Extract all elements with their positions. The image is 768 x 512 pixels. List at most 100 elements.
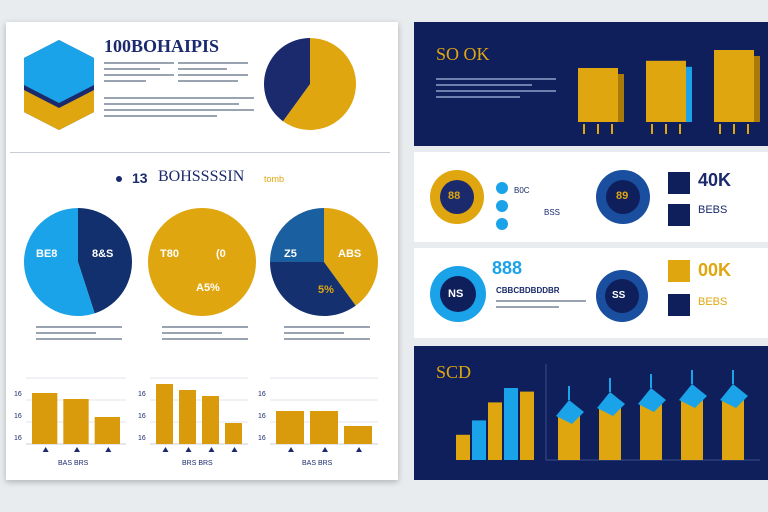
row2-stat2: 00K xyxy=(698,260,732,280)
right-top-bar xyxy=(578,68,618,122)
bar-chart-2-marker xyxy=(185,447,192,452)
pie3-label-b: ABS xyxy=(338,248,362,260)
bar-chart-3-bar xyxy=(310,411,338,444)
bar-chart-3-bar xyxy=(276,411,304,444)
right-bottom-bar xyxy=(599,408,621,460)
row2-circle1-label: NS xyxy=(448,288,464,300)
right-row1-panel: 88 B0C BSS 89 40K BEBS xyxy=(414,152,768,242)
bar-chart-1-marker xyxy=(74,447,80,452)
bar-chart-2-marker xyxy=(231,447,238,452)
bar-chart-2: 16 16 16 xyxy=(138,377,248,452)
bar-chart-2-tick: 16 xyxy=(138,413,146,420)
right-bottom-bar-cap xyxy=(597,392,625,416)
pie1-slice-1 xyxy=(24,208,95,316)
bar-chart-3-marker xyxy=(356,447,362,452)
right-top-bar-side xyxy=(686,66,692,122)
row2-subtitle: CBBCBDBDDBR xyxy=(496,286,560,295)
bar-chart-3-bar xyxy=(344,426,372,444)
pie1-slice-0 xyxy=(78,208,132,314)
right-bottom-bar-cap xyxy=(556,400,584,424)
row1-square-2 xyxy=(668,204,690,226)
pie2-label-a: T80 xyxy=(160,248,179,260)
pie3-label-c: 5% xyxy=(318,284,334,296)
left-infographic-sheet: 100BOHAIPIS 13 BOHSSSSIN tomb BE8 8&S T8… xyxy=(6,22,398,480)
bar-chart-1-caption: BAS BRS xyxy=(58,460,89,467)
bullet-dot xyxy=(116,176,122,182)
right-bottom-left-bar xyxy=(504,388,518,460)
right-top-bar xyxy=(646,60,686,122)
right-bottom-left-bar xyxy=(472,420,486,460)
right-bottom-left-bar xyxy=(488,402,502,460)
row2-stat: 888 xyxy=(492,258,523,278)
pie-chart-3 xyxy=(270,208,378,316)
pie2-label-b: (0 xyxy=(216,248,226,260)
header-text-block-2 xyxy=(178,62,248,86)
bar-chart-2-tick: 16 xyxy=(138,391,146,398)
right-top-title: SO OK xyxy=(436,44,490,64)
section-number: 13 xyxy=(132,170,148,186)
row1-legend-dot-1 xyxy=(496,182,508,194)
bar-chart-1-bar xyxy=(63,399,89,444)
pie2-caption xyxy=(162,326,248,344)
right-bottom-left-bar xyxy=(456,434,470,460)
bar-chart-3-caption: BAS BRS xyxy=(302,460,333,467)
bar-chart-1-bar xyxy=(32,393,58,444)
header-pie-chart xyxy=(264,38,356,130)
pie3-caption xyxy=(284,326,370,344)
header-text-block xyxy=(104,62,174,86)
bar-chart-2-marker xyxy=(208,447,215,452)
right-top-bar-side xyxy=(618,74,624,122)
right-bottom-bar-cap xyxy=(638,388,666,412)
bar-chart-1-tick: 16 xyxy=(14,435,22,442)
right-top-text xyxy=(436,78,556,102)
row1-stat: 40K xyxy=(698,170,732,190)
right-bottom-title: SCD xyxy=(436,362,472,382)
right-top-panel: SO OK xyxy=(414,22,768,146)
pie1-caption xyxy=(36,326,122,344)
bar-chart-3-tick: 16 xyxy=(258,391,266,398)
bar-chart-3: 16 16 16 xyxy=(258,377,378,452)
pie-chart-2 xyxy=(148,208,256,316)
pie3-slice-2 xyxy=(270,208,324,262)
bar-chart-3-marker xyxy=(322,447,328,452)
bar-chart-3-marker xyxy=(288,447,294,452)
pie2-slice-0 xyxy=(148,208,256,316)
row1-circle-navy-inner xyxy=(606,180,640,214)
bar-chart-1-marker xyxy=(105,447,112,452)
right-bottom-bar xyxy=(558,416,580,460)
bar-chart-2-bar xyxy=(225,423,242,444)
right-bottom-bar xyxy=(640,404,662,460)
bar-chart-2-caption: BRS BRS xyxy=(182,460,213,467)
right-bottom-bar-cap xyxy=(679,384,707,408)
bar-chart-2-tick: 16 xyxy=(138,435,146,442)
bar-chart-2-bar xyxy=(156,384,173,444)
right-top-bar xyxy=(714,50,754,122)
row1-circle-gold-inner xyxy=(440,180,474,214)
header-title: 100BOHAIPIS xyxy=(104,36,220,56)
pie3-label-a: Z5 xyxy=(284,248,297,260)
bar-chart-1: 16 16 16 xyxy=(14,377,126,452)
right-bottom-bar xyxy=(681,400,703,460)
right-row2-panel: NS 888 CBBCBDBDDBR SS 00K BEBS xyxy=(414,248,768,338)
bar-chart-1-tick: 16 xyxy=(14,391,22,398)
right-bottom-panel: SCD xyxy=(414,346,768,480)
pie2-label-c: A5% xyxy=(196,282,220,294)
pie1-label-b: 8&S xyxy=(92,248,114,260)
bar-chart-3-tick: 16 xyxy=(258,413,266,420)
row1-square-1 xyxy=(668,172,690,194)
bar-chart-3-tick: 16 xyxy=(258,435,266,442)
row2-square-2 xyxy=(668,294,690,316)
row2-square-1 xyxy=(668,260,690,282)
row1-legend-dot-2 xyxy=(496,200,508,212)
row1-circle1-label: 88 xyxy=(448,190,461,202)
right-bottom-bar-cap xyxy=(720,384,748,408)
hexagon-logo xyxy=(24,40,94,130)
section-heading: BOHSSSSIN xyxy=(158,168,245,185)
pie1-label-a: BE8 xyxy=(36,248,58,260)
pie3-slice-0 xyxy=(324,208,378,306)
bar-chart-2-marker xyxy=(162,447,169,452)
divider xyxy=(10,152,390,153)
pie3-slice-1 xyxy=(270,262,356,316)
bar-chart-1-tick: 16 xyxy=(14,413,22,420)
row2-circle2-label: SS xyxy=(612,290,626,301)
